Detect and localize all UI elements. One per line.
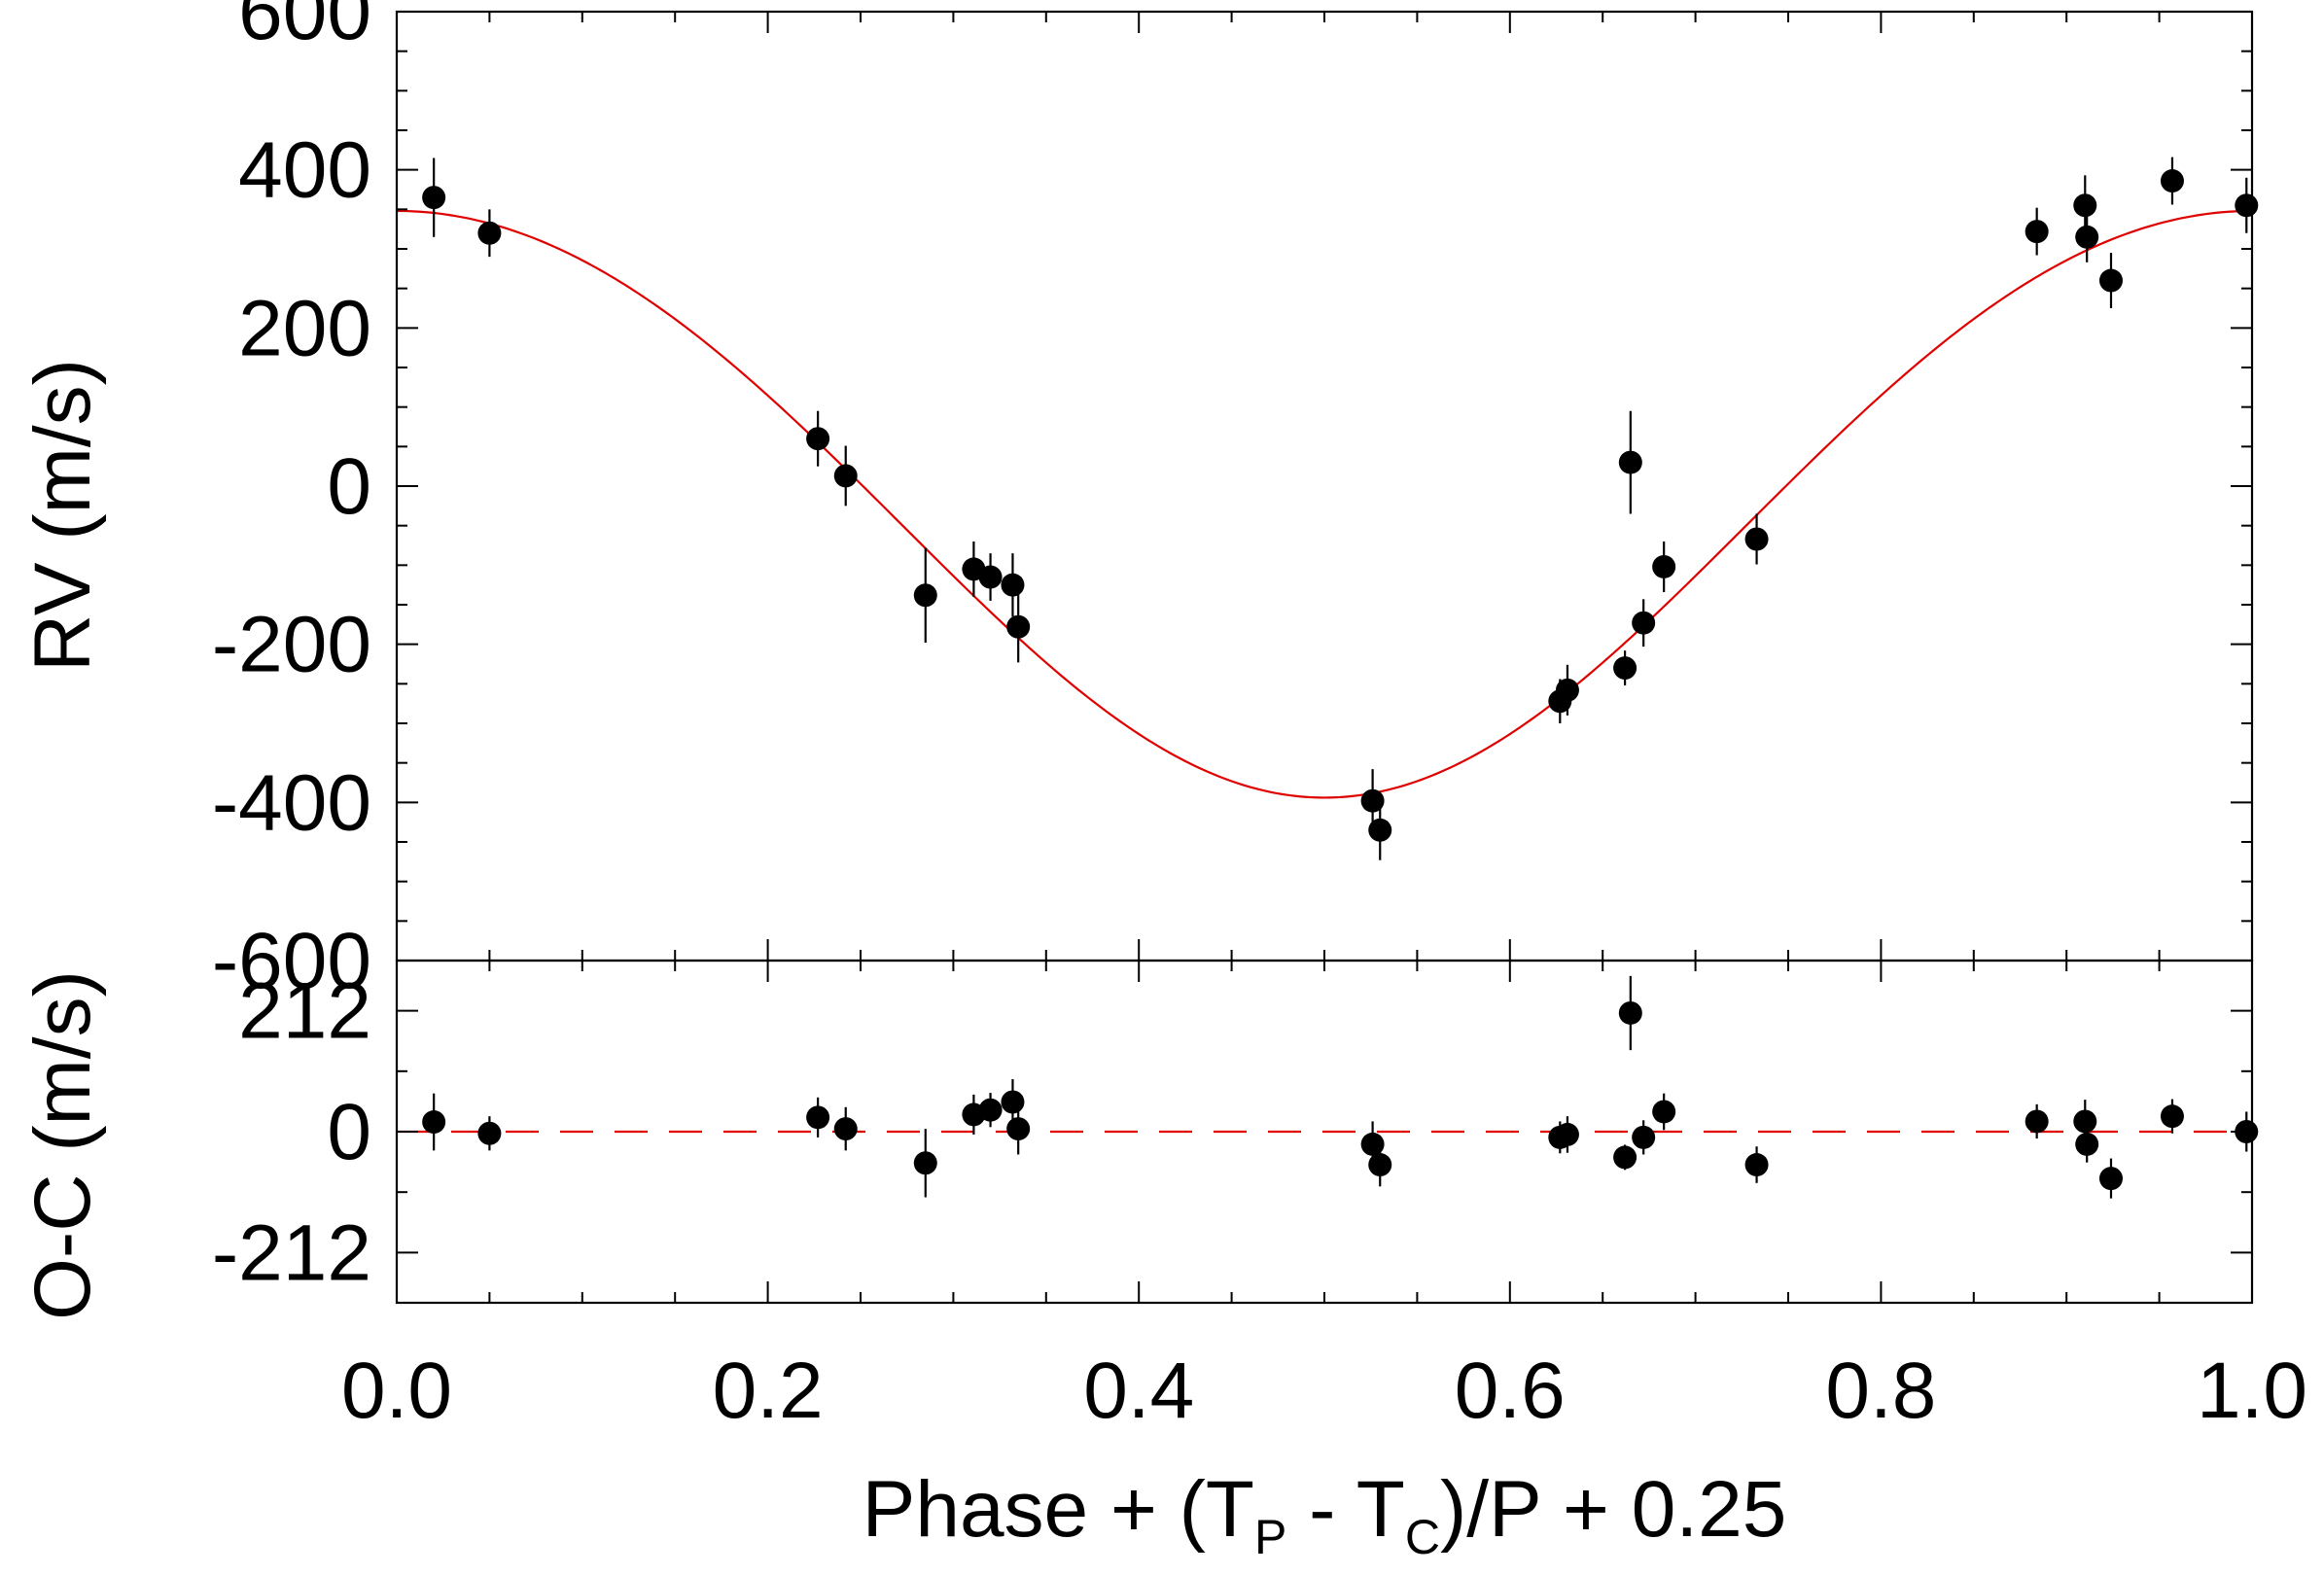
rv-point-7 <box>1001 573 1025 597</box>
residual-point-15 <box>1632 1125 1656 1149</box>
residual-point-4 <box>913 1151 937 1175</box>
rv-point-16 <box>1652 554 1676 578</box>
residual-point-21 <box>2098 1167 2123 1191</box>
rv-ytick-label: 200 <box>238 284 371 372</box>
x-axis-title-part: )/P + 0.25 <box>1440 1465 1786 1554</box>
rv-point-9 <box>1360 788 1385 813</box>
xtick-label: 0.4 <box>1083 1347 1194 1435</box>
rv-panel <box>396 157 2259 860</box>
residual-point-10 <box>1368 1153 1392 1177</box>
x-axis-title: Phase + (TP - TC)/P + 0.25 <box>863 1465 1787 1564</box>
residual-ytick-label: 0 <box>327 1088 371 1176</box>
residual-point-6 <box>978 1098 1003 1122</box>
rv-ytick-label: -200 <box>212 601 371 689</box>
rv-point-18 <box>2025 220 2049 244</box>
x-axis-title-subscript: P <box>1254 1510 1286 1564</box>
rv-point-23 <box>2235 193 2259 218</box>
rv-ytick-label: 400 <box>238 126 371 215</box>
rv-ytick-label: 600 <box>238 0 371 56</box>
rv-ytick-label: -400 <box>212 758 371 847</box>
residual-ytick-label: 212 <box>238 967 371 1056</box>
rv-point-22 <box>2160 169 2184 193</box>
x-axis-title-part: Phase + (T <box>863 1465 1254 1554</box>
rv-point-14 <box>1618 450 1642 474</box>
rv-point-1 <box>477 221 502 245</box>
rv-point-4 <box>913 583 937 608</box>
rv-point-13 <box>1613 656 1637 681</box>
rv-point-3 <box>833 464 858 488</box>
rv-ytick-label: 0 <box>327 442 371 531</box>
residual-ytick-label: -212 <box>212 1208 371 1297</box>
residual-point-3 <box>833 1117 858 1141</box>
panel-frames <box>395 10 2254 1305</box>
rv-panel-frame <box>395 10 2254 962</box>
model-curve <box>396 209 2253 799</box>
x-axis-title-part: - T <box>1286 1465 1404 1554</box>
xtick-label: 1.0 <box>2197 1347 2307 1435</box>
rv-point-8 <box>1006 614 1031 639</box>
residual-point-22 <box>2160 1104 2184 1129</box>
residual-panel <box>397 975 2259 1199</box>
residual-point-2 <box>806 1105 830 1130</box>
rv-point-2 <box>806 427 830 451</box>
residual-point-14 <box>1618 1000 1642 1025</box>
rv-point-17 <box>1744 527 1769 551</box>
xtick-label: 0.2 <box>713 1347 824 1435</box>
rv-axis-title: RV (m/s) <box>18 359 107 672</box>
residual-point-12 <box>1555 1122 1579 1146</box>
residual-point-8 <box>1006 1117 1031 1141</box>
residual-point-16 <box>1652 1100 1676 1124</box>
rv-point-15 <box>1632 611 1656 635</box>
xtick-label: 0.8 <box>1825 1347 1936 1435</box>
residual-point-18 <box>2025 1109 2049 1134</box>
residual-point-7 <box>1001 1090 1025 1114</box>
rv-point-12 <box>1555 678 1579 702</box>
residual-point-9 <box>1360 1132 1385 1156</box>
rv-point-0 <box>422 186 446 210</box>
residual-point-0 <box>422 1110 446 1135</box>
xtick-label: 0.6 <box>1455 1347 1566 1435</box>
rv-point-6 <box>978 565 1003 589</box>
rv-point-21 <box>2098 268 2123 293</box>
residual-axis-title: O-C (m/s) <box>18 970 107 1320</box>
rv-point-20 <box>2075 225 2099 249</box>
residual-point-20 <box>2075 1132 2099 1156</box>
residual-point-13 <box>1613 1145 1637 1170</box>
rv-ytick-label: -600 <box>212 917 371 1005</box>
rv-point-19 <box>2073 193 2097 218</box>
residual-point-19 <box>2073 1109 2097 1134</box>
residual-point-1 <box>477 1121 502 1145</box>
x-axis-title-subscript: C <box>1405 1510 1440 1564</box>
residual-point-17 <box>1744 1153 1769 1177</box>
xtick-label: 0.0 <box>341 1347 452 1435</box>
rv-point-10 <box>1368 818 1392 842</box>
